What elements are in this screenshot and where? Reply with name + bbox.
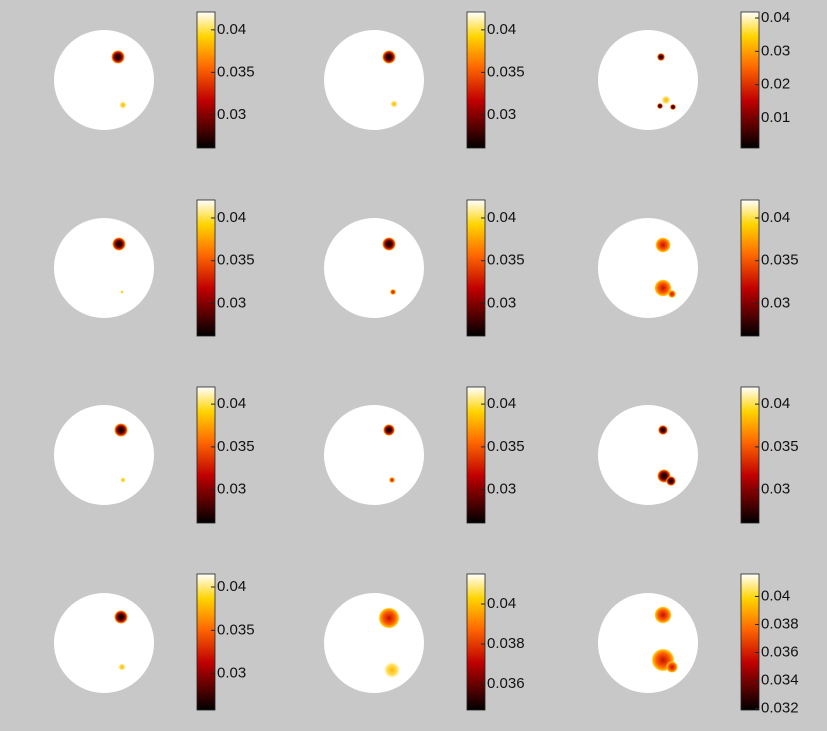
- colorbar-tick-label: 0.03: [487, 106, 516, 123]
- inclusion: [389, 477, 395, 483]
- colorbar-tick-label: 0.035: [217, 438, 255, 455]
- colorbar-tick-label: 0.03: [761, 294, 790, 311]
- colorbar-tick-label: 0.03: [217, 294, 246, 311]
- image-disk: [598, 218, 698, 318]
- inclusion: [670, 104, 676, 110]
- image-disk: [598, 405, 698, 505]
- inclusion: [378, 607, 400, 629]
- colorbar-tick-label: 0.04: [761, 9, 790, 26]
- image-disk: [598, 593, 698, 693]
- inclusion: [383, 424, 395, 436]
- colorbar-tick-label: 0.032: [761, 700, 799, 717]
- inclusion: [111, 50, 125, 64]
- image-disk: [598, 30, 698, 130]
- colorbar-tick-label: 0.04: [217, 395, 246, 412]
- colorbar-tick-label: 0.036: [487, 675, 525, 692]
- colorbar-tick-label: 0.04: [217, 209, 246, 226]
- inclusion: [120, 477, 126, 483]
- colorbar-tick-label: 0.038: [761, 615, 799, 632]
- inclusion: [655, 237, 671, 253]
- inclusion: [666, 661, 678, 673]
- colorbar-tick-label: 0.038: [487, 635, 525, 652]
- inclusion: [114, 423, 128, 437]
- image-disk: [324, 405, 424, 505]
- colorbar: [197, 200, 215, 336]
- inclusion: [661, 95, 671, 105]
- inclusion: [657, 53, 665, 61]
- inclusion: [657, 103, 663, 109]
- colorbar: [467, 12, 485, 148]
- colorbar: [467, 387, 485, 523]
- inclusion: [112, 237, 126, 251]
- colorbar-tick-label: 0.035: [217, 621, 255, 638]
- colorbar-tick-label: 0.04: [487, 21, 516, 38]
- image-disk: [324, 593, 424, 693]
- figure: 0.03 0.035 0.04 0.03 0.035 0.04 0.01 0.02 0.03 0.…: [0, 0, 827, 731]
- colorbar-tick-label: 0.03: [487, 294, 516, 311]
- inclusion: [382, 50, 396, 64]
- inclusion: [654, 606, 672, 624]
- colorbar-tick-label: 0.04: [761, 395, 790, 412]
- colorbar-tick-label: 0.03: [217, 665, 246, 682]
- inclusion: [390, 289, 396, 295]
- colorbar-tick-label: 0.036: [761, 643, 799, 660]
- colorbar-tick-label: 0.03: [217, 106, 246, 123]
- colorbar: [741, 387, 759, 523]
- colorbar: [197, 574, 215, 710]
- inclusion: [382, 237, 396, 251]
- image-disk: [54, 30, 154, 130]
- colorbar-tick-label: 0.01: [761, 109, 790, 126]
- image-disk: [324, 30, 424, 130]
- colorbar-tick-label: 0.04: [761, 209, 790, 226]
- inclusion: [658, 425, 668, 435]
- colorbar: [467, 574, 485, 710]
- image-disk: [54, 218, 154, 318]
- colorbar-tick-label: 0.04: [217, 21, 246, 38]
- colorbar-tick-label: 0.03: [217, 481, 246, 498]
- colorbar-tick-label: 0.035: [487, 63, 525, 80]
- colorbar-tick-label: 0.02: [761, 76, 790, 93]
- inclusion: [119, 101, 127, 109]
- colorbar: [197, 12, 215, 148]
- inclusion: [668, 290, 676, 298]
- inclusion: [118, 663, 126, 671]
- colorbar-tick-label: 0.04: [487, 209, 516, 226]
- colorbar-tick-label: 0.03: [761, 481, 790, 498]
- image-disk: [324, 218, 424, 318]
- colorbar: [467, 200, 485, 336]
- colorbar-tick-label: 0.03: [487, 481, 516, 498]
- colorbar-tick-label: 0.04: [761, 587, 790, 604]
- inclusion: [666, 476, 676, 486]
- image-disk: [54, 405, 154, 505]
- inclusion: [114, 610, 128, 624]
- colorbar-tick-label: 0.04: [217, 578, 246, 595]
- image-disk: [54, 593, 154, 693]
- colorbar: [741, 12, 759, 148]
- colorbar-tick-label: 0.035: [217, 63, 255, 80]
- colorbar-tick-label: 0.04: [487, 395, 516, 412]
- colorbar-tick-label: 0.035: [761, 438, 799, 455]
- inclusion: [383, 661, 401, 679]
- colorbar-tick-label: 0.035: [217, 252, 255, 269]
- colorbar-tick-label: 0.035: [487, 438, 525, 455]
- colorbar-tick-label: 0.04: [487, 595, 516, 612]
- inclusion: [390, 100, 398, 108]
- inclusion: [120, 290, 124, 294]
- colorbar: [741, 574, 759, 710]
- colorbar-tick-label: 0.035: [761, 252, 799, 269]
- colorbar-tick-label: 0.034: [761, 672, 799, 689]
- colorbar-tick-label: 0.035: [487, 252, 525, 269]
- colorbar-tick-label: 0.03: [761, 42, 790, 59]
- colorbar: [197, 387, 215, 523]
- colorbar: [741, 200, 759, 336]
